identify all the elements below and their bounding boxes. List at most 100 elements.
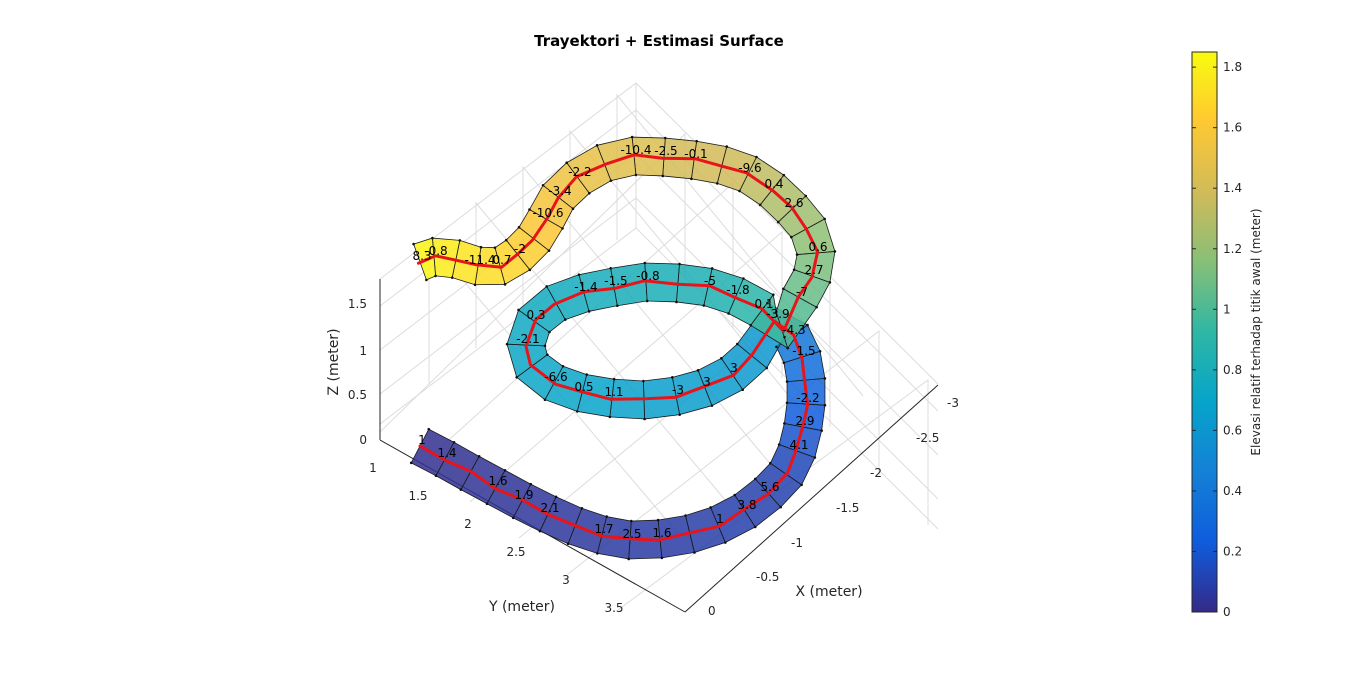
surface-vertex [528, 268, 532, 272]
surface-vertex [813, 456, 817, 459]
surface-vertex [605, 515, 608, 518]
segment-label: 2.9 [795, 414, 814, 428]
surface-vertex [545, 285, 549, 288]
surface-vertex [503, 468, 507, 472]
segment-label: 1.6 [652, 526, 671, 540]
surface-vertex [452, 440, 456, 444]
colorbar-tick-label: 0 [1223, 605, 1231, 619]
surface-vertex [642, 379, 645, 383]
segment-label: -2.2 [568, 165, 591, 179]
surface-vertex [547, 249, 551, 252]
surface-vertex [738, 189, 741, 193]
surface-vertex [565, 161, 569, 165]
surface-vertex [790, 235, 793, 239]
surface-vertex [479, 245, 483, 249]
segment-label: -0.8 [636, 269, 659, 283]
surface-vertex [541, 184, 545, 187]
surface-vertex [609, 179, 613, 182]
surface-vertex [741, 388, 744, 392]
surface-vertex [561, 227, 564, 230]
surface-vertex [634, 173, 638, 177]
surface-ribbon [409, 135, 837, 561]
surface-vertex [529, 482, 533, 486]
segment-label: -5 [704, 274, 716, 288]
trajectory-line [416, 153, 820, 542]
surface-vertex [661, 174, 665, 178]
colorbar-tick-label: 0.4 [1223, 484, 1242, 498]
surface-vertex [749, 323, 753, 327]
chart-title: Trayektori + Estimasi Surface [534, 32, 784, 50]
surface-vertex [630, 135, 634, 139]
surface-vertex [727, 312, 730, 315]
segment-label: -11.4 [464, 253, 495, 267]
segment-label: 0.5 [574, 380, 593, 394]
surface-vertex [473, 283, 477, 287]
colorbar-label: Elevasi relatif terhadap titik awal (met… [1249, 208, 1263, 455]
segment-label: 2.7 [804, 263, 823, 277]
surface-vertex [571, 207, 575, 210]
surface-vertex [783, 335, 786, 339]
segment-label: 1.6 [488, 474, 507, 488]
surface-vertex [485, 502, 489, 506]
surface-vertex [804, 194, 808, 198]
surface-vertex [627, 557, 630, 561]
surface-vertex [786, 346, 790, 350]
x-axis-label: X (meter) [795, 584, 862, 600]
surface-vertex [427, 427, 431, 431]
surface-vertex [503, 283, 507, 286]
colorbar-tick-label: 1 [1223, 302, 1231, 316]
segment-label: -1.5 [604, 274, 627, 288]
surface-vertex [645, 299, 649, 303]
x-tick-label: -1.5 [836, 501, 859, 515]
segment-label: 2.5 [622, 527, 641, 541]
segment-label: 0.6 [808, 240, 827, 254]
segment-label: -7 [796, 285, 808, 299]
surface-vertex [833, 250, 837, 253]
surface-vertex [517, 308, 520, 312]
surface-vertex [823, 217, 826, 221]
y-tick-label: 2.5 [506, 545, 525, 559]
surface-vertex [511, 516, 515, 520]
surface-vertex [595, 144, 599, 147]
surface-vertex [774, 310, 778, 314]
segment-label: -2 [514, 242, 526, 256]
segment-label: 3 [703, 375, 711, 389]
surface-vertex [585, 373, 589, 376]
surface-vertex [696, 369, 700, 372]
surface-vertex [715, 182, 719, 185]
surface-vertex [656, 518, 660, 522]
surface-vertex [660, 556, 664, 560]
segment-label: -0.1 [684, 147, 707, 161]
surface-vertex [412, 242, 415, 246]
segment-label: -1.5 [792, 344, 815, 358]
surface-vertex [782, 361, 786, 365]
segment-label: 1 [716, 512, 724, 526]
surface-vertex [818, 349, 822, 353]
surface-vertex [785, 401, 789, 405]
surface-vertex [504, 238, 508, 242]
segment-label: -2.5 [654, 144, 677, 158]
surface-vertex [771, 293, 775, 297]
segment-labels: 1 1.4 1.6 1.9 2.1 1.7 2.5 1.6 1 3.8 5.6 4.1 2.9 -2.2 -… [412, 143, 827, 541]
surface-vertex [545, 353, 549, 357]
y-axis-label: Y (meter) [488, 599, 555, 615]
y-tick-label: 1.5 [408, 489, 427, 503]
surface-vertex [477, 455, 481, 458]
surface-vertex [566, 542, 570, 546]
y-tick-label: 3 [562, 573, 570, 587]
surface-vertex [630, 519, 633, 523]
surface-vertex [779, 505, 783, 509]
surface-vertex [538, 529, 542, 533]
segment-label: 5.6 [760, 480, 779, 494]
segment-label: 3.8 [737, 498, 756, 512]
colorbar-tick-label: 1.4 [1223, 181, 1242, 195]
surface-vertex [587, 310, 591, 313]
segment-label: 1.1 [604, 385, 623, 399]
surface-vertex [710, 404, 714, 407]
segment-label: 1.9 [514, 488, 533, 502]
surface-vertex [616, 304, 619, 308]
surface-vertex [563, 318, 567, 321]
surface-vertex [517, 226, 521, 229]
surface-vertex [612, 377, 616, 381]
